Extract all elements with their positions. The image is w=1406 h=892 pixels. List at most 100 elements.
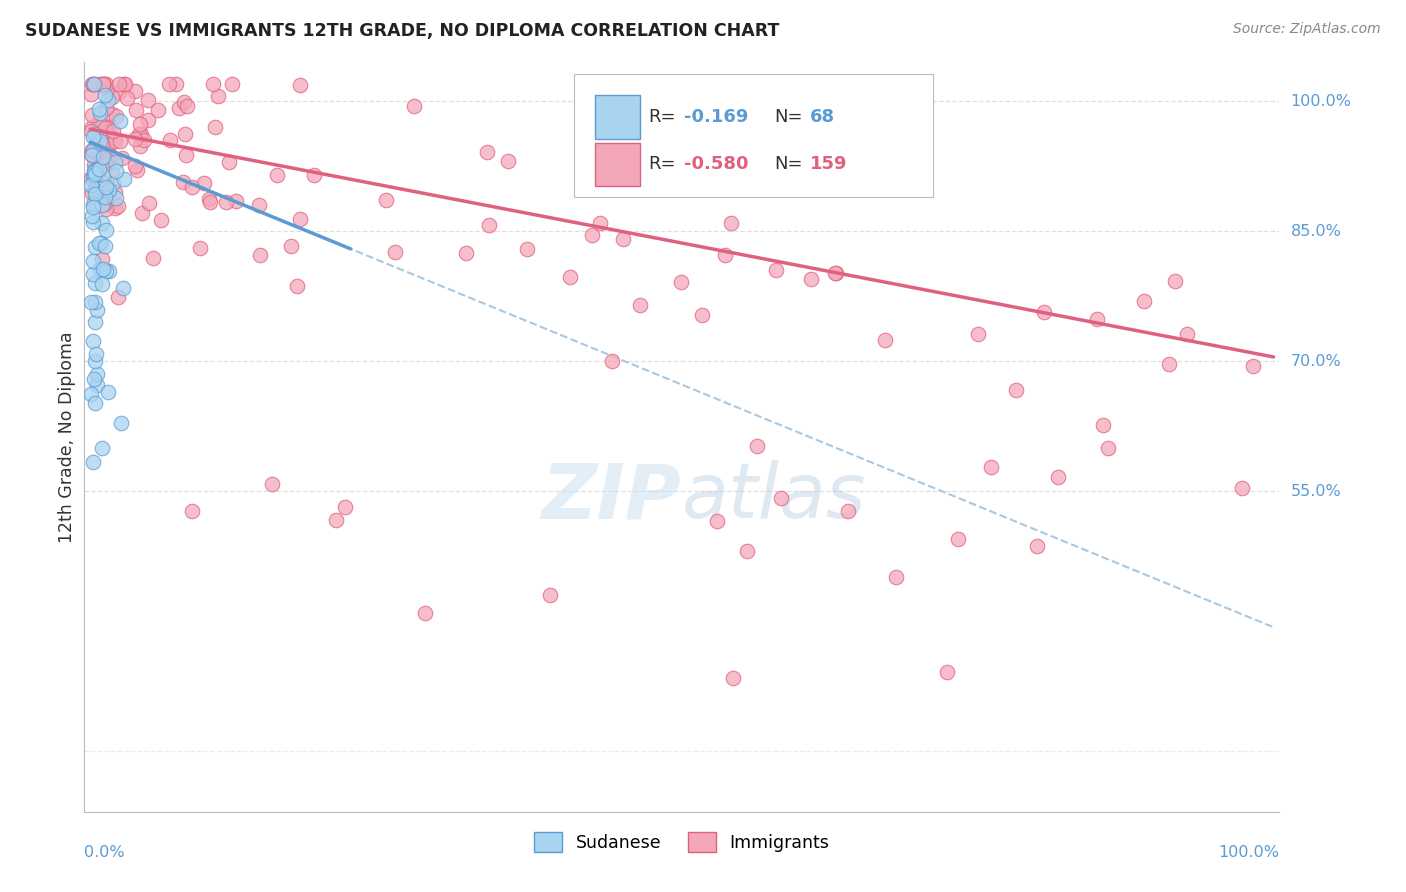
Point <box>83 77 105 91</box>
Point <box>89 77 111 91</box>
Point <box>84 354 107 368</box>
Point <box>193 176 215 190</box>
Point <box>136 93 159 107</box>
Point <box>86 168 108 182</box>
Point <box>80 123 103 137</box>
Point <box>83 169 105 183</box>
Point <box>94 77 117 91</box>
Point <box>87 115 110 129</box>
Point <box>83 164 105 178</box>
Point <box>769 491 792 505</box>
Text: 55.0%: 55.0% <box>1291 483 1341 499</box>
Point <box>100 90 122 104</box>
Point <box>82 197 104 211</box>
Point <box>159 133 181 147</box>
Text: 159: 159 <box>810 154 848 172</box>
Point <box>375 193 398 207</box>
Point <box>83 315 105 329</box>
Point <box>93 197 115 211</box>
Point <box>89 106 111 120</box>
Point <box>90 252 112 267</box>
Point <box>125 163 148 178</box>
Point <box>132 133 155 147</box>
Legend: Sudanese, Immigrants: Sudanese, Immigrants <box>527 825 837 859</box>
Point <box>83 276 105 290</box>
Point <box>1005 384 1028 398</box>
Point <box>103 130 125 145</box>
Point <box>82 120 104 134</box>
Text: 68: 68 <box>810 108 835 126</box>
Point <box>129 128 152 142</box>
Point <box>80 178 103 192</box>
Point <box>454 246 477 260</box>
Point <box>1175 327 1198 342</box>
Point <box>747 439 769 453</box>
Point <box>538 588 561 602</box>
Point <box>97 183 120 197</box>
Point <box>112 172 135 186</box>
Point <box>165 77 187 91</box>
Point <box>1097 442 1119 456</box>
Point <box>93 190 115 204</box>
Point <box>600 353 623 368</box>
Point <box>90 277 112 292</box>
Point <box>824 266 846 280</box>
Point <box>97 93 120 107</box>
FancyBboxPatch shape <box>575 74 934 197</box>
Point <box>83 162 105 177</box>
Point <box>1232 481 1254 495</box>
Text: SUDANESE VS IMMIGRANTS 12TH GRADE, NO DIPLOMA CORRELATION CHART: SUDANESE VS IMMIGRANTS 12TH GRADE, NO DI… <box>25 22 780 40</box>
Point <box>765 263 787 277</box>
Point <box>82 77 104 91</box>
Point <box>97 384 120 399</box>
Point <box>82 455 104 469</box>
Point <box>290 78 312 93</box>
Point <box>628 297 651 311</box>
Point <box>83 396 105 410</box>
Point <box>172 175 194 189</box>
Point <box>91 77 114 91</box>
Point <box>82 215 104 229</box>
Point <box>207 88 229 103</box>
Text: R=: R= <box>648 108 676 126</box>
Point <box>129 138 152 153</box>
Point <box>173 127 195 141</box>
Point <box>138 196 160 211</box>
Point <box>86 133 108 147</box>
Point <box>84 77 107 91</box>
Point <box>97 264 120 278</box>
Point <box>94 101 117 115</box>
Point <box>706 514 728 528</box>
Point <box>84 167 107 181</box>
Point <box>402 98 425 112</box>
Point <box>80 386 103 401</box>
Point <box>93 77 115 91</box>
Point <box>215 195 238 210</box>
Point <box>498 153 520 168</box>
Point <box>221 77 243 91</box>
Point <box>96 264 118 278</box>
Point <box>1032 305 1054 319</box>
Point <box>94 88 117 103</box>
Point <box>266 169 288 183</box>
Point <box>197 192 219 206</box>
Point <box>80 295 103 310</box>
Point <box>174 147 197 161</box>
Point <box>142 251 165 265</box>
Point <box>82 108 104 122</box>
Point <box>124 132 146 146</box>
Text: N=: N= <box>773 108 803 126</box>
Point <box>80 87 103 101</box>
Point <box>1085 311 1108 326</box>
Point <box>107 290 129 304</box>
Point <box>190 241 212 255</box>
Point <box>84 185 107 199</box>
FancyBboxPatch shape <box>595 95 640 139</box>
Point <box>110 417 132 431</box>
Point <box>873 333 896 347</box>
Point <box>101 107 124 121</box>
Point <box>225 194 247 208</box>
Point <box>83 127 105 141</box>
Point <box>107 77 129 91</box>
Point <box>980 459 1002 474</box>
